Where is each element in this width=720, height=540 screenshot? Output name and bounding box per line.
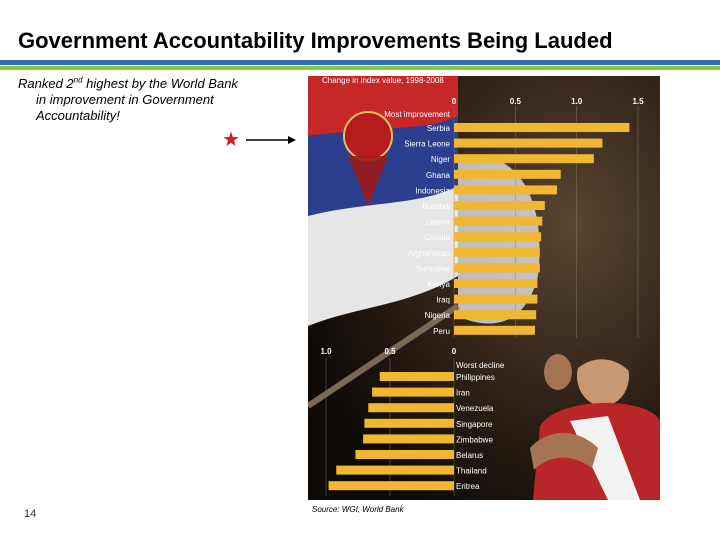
bar-decline	[363, 434, 454, 444]
bar-improvement	[454, 232, 542, 242]
axis-tick-label-bottom: 0.5	[384, 347, 396, 356]
bar-decline	[368, 403, 454, 413]
caption-lead: Ranked 2	[18, 76, 74, 91]
bar-decline	[355, 450, 454, 459]
category-label: Singapore	[456, 420, 493, 429]
bar-improvement	[454, 325, 535, 335]
category-label: Peru	[433, 327, 450, 336]
category-label: Croatia	[424, 233, 450, 242]
star-icon: ★	[222, 129, 240, 151]
chart-title: Change in index value, 1998-2008	[322, 76, 444, 85]
axis-tick-label-bottom: 0	[452, 347, 457, 356]
bar-decline	[336, 465, 454, 475]
category-label: Eritrea	[456, 482, 480, 491]
category-label: Burundi	[422, 202, 450, 211]
category-label: Iraq	[436, 296, 450, 305]
category-label: Ghana	[426, 171, 451, 180]
bar-improvement	[454, 154, 594, 164]
category-label: Philippines	[456, 373, 495, 382]
axis-tick-label-top: 0.5	[510, 97, 522, 106]
category-label: Nigeria	[425, 311, 451, 320]
category-label: Thailand	[456, 467, 487, 476]
category-label: Zimbabwe	[456, 435, 493, 444]
ranking-caption: Ranked 2nd highest by the World Bank in …	[18, 76, 268, 124]
category-label: Niger	[431, 155, 450, 164]
bar-decline	[379, 372, 454, 381]
source-note: Source: WGI, World Bank	[312, 505, 404, 514]
section-heading-improvement: Most improvement	[384, 110, 451, 119]
bar-improvement	[454, 216, 543, 226]
caption-superscript: nd	[73, 75, 83, 85]
category-label: Sierra Leone	[404, 140, 450, 149]
category-label: Kenya	[427, 280, 450, 289]
page-number: 14	[24, 508, 37, 520]
bar-improvement	[454, 263, 540, 273]
chart-panel: Change in index value, 1998-2008 0 0.5 1.0 1…	[308, 76, 660, 500]
caption-rest: highest by the World Bank	[82, 76, 238, 91]
pointer-arrow-icon	[246, 136, 296, 144]
category-label: Liberia	[426, 218, 451, 227]
person-graphic	[530, 343, 660, 500]
category-label: Afghanistan	[408, 249, 450, 258]
bar-improvement	[454, 247, 540, 257]
title-rule-green	[0, 66, 720, 70]
bar-improvement	[454, 169, 561, 179]
category-label: Suriname	[416, 264, 451, 273]
bar-improvement	[454, 123, 630, 132]
axis-tick-label-bottom: 1.0	[320, 347, 332, 356]
category-label: Belarus	[456, 451, 483, 460]
section-heading-decline: Worst decline	[456, 361, 505, 370]
category-label: Serbia	[427, 124, 451, 133]
slide-title: Government Accountability Improvements B…	[18, 28, 613, 53]
category-label: Venezuela	[456, 404, 494, 413]
bar-chart: Change in index value, 1998-2008 0 0.5 1.0 1…	[308, 76, 660, 500]
category-label: Iran	[456, 389, 470, 398]
bar-improvement	[454, 201, 545, 210]
bar-decline	[372, 387, 454, 397]
bar-improvement	[454, 138, 603, 148]
bar-improvement	[454, 310, 537, 320]
title-rule-blue	[0, 60, 720, 65]
bar-improvement	[454, 279, 538, 288]
bar-decline	[364, 418, 454, 428]
axis-tick-label-top: 1.5	[632, 97, 644, 106]
bar-improvement	[454, 185, 558, 195]
axis-tick-label-top: 1.0	[571, 97, 583, 106]
caption-line-3: Accountability!	[36, 108, 120, 123]
bar-improvement	[454, 294, 538, 304]
axis-tick-label-top: 0	[452, 97, 457, 106]
bar-decline	[328, 481, 454, 491]
category-label: Indonesia	[415, 186, 450, 195]
caption-line-2: in improvement in Government	[36, 92, 214, 107]
